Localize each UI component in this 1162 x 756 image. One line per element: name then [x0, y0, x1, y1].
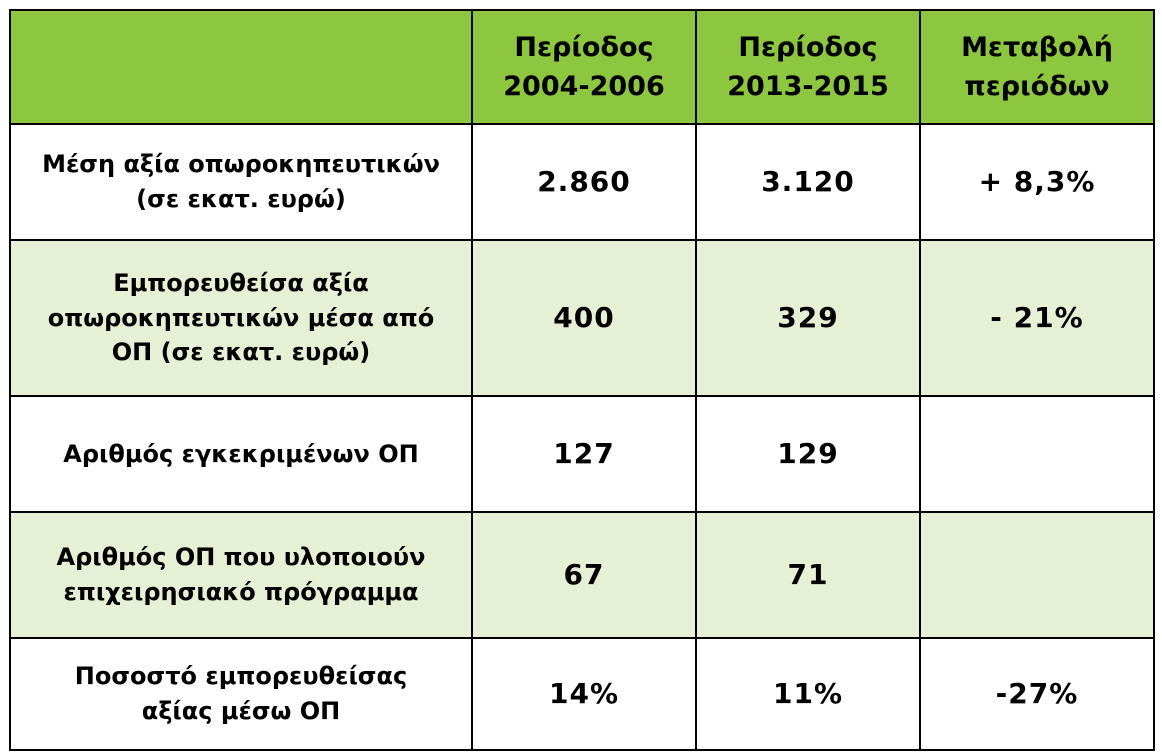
label-line: ΟΠ (σε εκατ. ευρώ) [111, 338, 371, 367]
label-line: (σε εκατ. ευρώ) [136, 185, 346, 213]
row-label: Μέση αξία οπωροκηπευτικών (σε εκατ. ευρώ… [9, 123, 473, 241]
value-2004-2006: 14% [471, 637, 697, 751]
value-2013-2015: 11% [695, 637, 921, 751]
value-2013-2015: 329 [695, 239, 921, 397]
value-2004-2006: 400 [471, 239, 697, 397]
label-line: Εμπορευθείσα αξία [113, 268, 369, 297]
table-row: Μέση αξία οπωροκηπευτικών (σε εκατ. ευρώ… [9, 123, 1155, 241]
value-2013-2015: 3.120 [695, 123, 921, 241]
row-label: Αριθμός ΟΠ που υλοποιούν επιχειρησιακό π… [9, 511, 473, 639]
value-2004-2006: 2.860 [471, 123, 697, 241]
label-line: Ποσοστό εμπορευθείσας [74, 662, 408, 691]
header-line: Περίοδος [514, 31, 654, 63]
header-row: Περίοδος 2004-2006 Περίοδος 2013-2015 Με… [9, 9, 1155, 125]
value-2013-2015: 71 [695, 511, 921, 639]
table-row: Εμπορευθείσα αξία οπωροκηπευτικών μέσα α… [9, 239, 1155, 397]
header-line: Μεταβολή [961, 31, 1113, 63]
value-change [919, 395, 1155, 513]
value-2004-2006: 67 [471, 511, 697, 639]
comparison-table: Περίοδος 2004-2006 Περίοδος 2013-2015 Με… [9, 9, 1155, 751]
header-change: Μεταβολή περιόδων [919, 9, 1155, 125]
header-line: Περίοδος [738, 31, 878, 63]
value-2013-2015: 129 [695, 395, 921, 513]
value-change: -27% [919, 637, 1155, 751]
row-label: Εμπορευθείσα αξία οπωροκηπευτικών μέσα α… [9, 239, 473, 397]
label-line: οπωροκηπευτικών μέσα από [47, 303, 435, 332]
header-corner-cell [9, 9, 473, 125]
row-label: Ποσοστό εμπορευθείσας αξίας μέσω ΟΠ [9, 637, 473, 751]
label-line: αξίας μέσω ΟΠ [141, 697, 341, 725]
label-line: Αριθμός εγκεκριμένων ΟΠ [63, 439, 419, 468]
header-period-2004-2006: Περίοδος 2004-2006 [471, 9, 697, 125]
table-container: Περίοδος 2004-2006 Περίοδος 2013-2015 Με… [9, 9, 1155, 751]
table-row: Αριθμός ΟΠ που υλοποιούν επιχειρησιακό π… [9, 511, 1155, 639]
table-row: Αριθμός εγκεκριμένων ΟΠ 127 129 [9, 395, 1155, 513]
row-label: Αριθμός εγκεκριμένων ΟΠ [9, 395, 473, 513]
label-line: επιχειρησιακό πρόγραμμα [63, 578, 419, 606]
header-line: 2013-2015 [727, 71, 889, 102]
value-2004-2006: 127 [471, 395, 697, 513]
table-row: Ποσοστό εμπορευθείσας αξίας μέσω ΟΠ 14% … [9, 637, 1155, 751]
label-line: Μέση αξία οπωροκηπευτικών [42, 150, 440, 179]
label-line: Αριθμός ΟΠ που υλοποιούν [56, 543, 426, 572]
header-line: 2004-2006 [503, 71, 665, 102]
value-change: - 21% [919, 239, 1155, 397]
header-period-2013-2015: Περίοδος 2013-2015 [695, 9, 921, 125]
value-change: + 8,3% [919, 123, 1155, 241]
value-change [919, 511, 1155, 639]
header-line: περιόδων [964, 71, 1110, 102]
